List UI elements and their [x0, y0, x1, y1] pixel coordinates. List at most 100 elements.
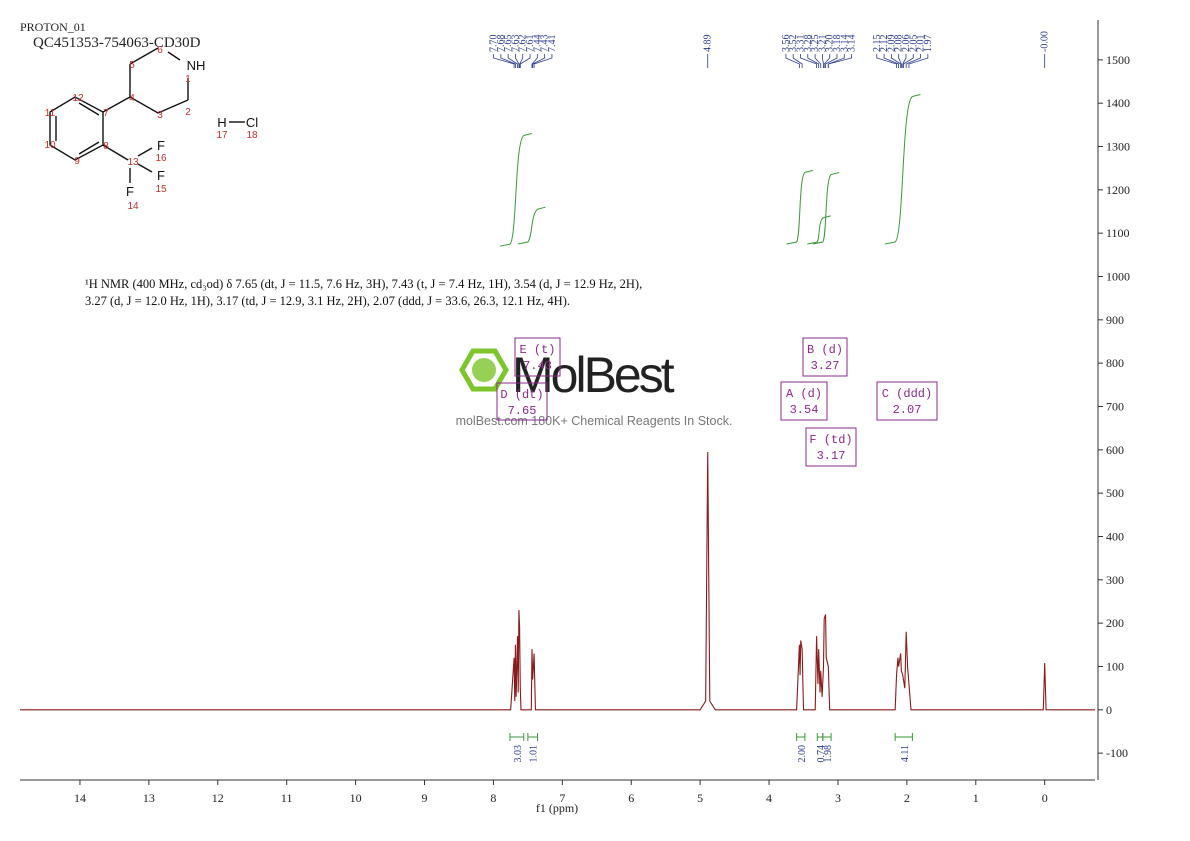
integral-bracket — [527, 733, 539, 741]
integral-curve — [786, 169, 814, 245]
x-tick-label: 3 — [835, 791, 841, 805]
peak-label: 7.68 — [496, 34, 507, 52]
y-tick-label: 200 — [1106, 616, 1124, 630]
atom-label: H — [217, 115, 226, 130]
peak-label: 7.62 — [518, 35, 529, 53]
x-tick-label: 13 — [143, 791, 155, 805]
y-tick-label: 600 — [1106, 443, 1124, 457]
peak-leader — [493, 54, 515, 68]
peak-leader — [519, 54, 531, 68]
multiplet-name: D (dt) — [500, 388, 543, 402]
atom-number: 12 — [72, 93, 84, 104]
structure — [49, 47, 245, 183]
atom-number: 3 — [157, 110, 163, 121]
x-tick-label: 7 — [559, 791, 565, 805]
y-tick-label: 1200 — [1106, 183, 1130, 197]
peak-leader — [500, 54, 516, 68]
watermark-brand: MolBest — [512, 347, 675, 403]
peak-leader — [785, 54, 800, 68]
multiplet-shift: 2.07 — [893, 403, 922, 417]
peak-leader — [823, 54, 831, 68]
peak-label: 3.56 — [781, 35, 792, 53]
peak-label: 7.63 — [510, 35, 521, 53]
x-tick-label: 10 — [350, 791, 362, 805]
atom-number: 1 — [185, 74, 191, 85]
peak-label: 3.25 — [810, 35, 821, 53]
y-tick-label: 0 — [1106, 703, 1112, 717]
x-axis-label: f1 (ppm) — [536, 801, 578, 815]
atom-number: 14 — [127, 201, 139, 212]
y-tick-label: 1300 — [1106, 140, 1130, 154]
atom-number: 10 — [44, 140, 56, 151]
nmr-description: ¹H NMR (400 MHz, cd₃od) δ 7.65 (dt, J = … — [85, 277, 643, 308]
x-tick-label: 0 — [1042, 791, 1048, 805]
peak-leader — [883, 54, 900, 68]
integral-curve — [885, 94, 921, 245]
y-tick-label: 700 — [1106, 399, 1124, 413]
atom-label: F — [157, 168, 165, 183]
integral-label: 1.98 — [823, 745, 834, 763]
peak-label: 3.20 — [825, 35, 836, 53]
atom-label: NH — [187, 58, 206, 73]
peak-leader — [902, 54, 907, 68]
atom-number: 17 — [216, 130, 228, 141]
atom-number: 7 — [103, 108, 109, 119]
peak-label: 3.14 — [847, 35, 858, 53]
x-tick-label: 11 — [281, 791, 293, 805]
atom-label: Cl — [246, 115, 258, 130]
peak-label: 4.89 — [703, 35, 714, 53]
peak-label: 7.61 — [525, 35, 536, 53]
peak-label: 2.09 — [886, 35, 897, 53]
peak-label: 2.06 — [901, 35, 912, 53]
peak-label: -0.00 — [1040, 31, 1051, 52]
watermark-tagline: molBest.com 180K+ Chemical Reagents In S… — [456, 414, 733, 428]
peak-leader — [827, 54, 852, 68]
atom-number: 6 — [157, 45, 163, 56]
multiplet-shift: 3.17 — [817, 449, 846, 463]
multiplet-box — [802, 337, 848, 377]
peak-label: 2.15 — [872, 35, 883, 53]
atom-number: 13 — [127, 157, 139, 168]
peak-leader — [903, 54, 914, 68]
peak-label: 7.44 — [532, 35, 543, 53]
multiplet-name: C (ddd) — [882, 387, 932, 401]
peak-label: 3.52 — [788, 35, 799, 53]
peak-label: 2.01 — [916, 35, 927, 53]
integral-bracket — [894, 733, 913, 741]
integral-label: 0.74 — [816, 745, 827, 763]
peak-label: 2.12 — [879, 35, 890, 53]
peak-label: 2.05 — [908, 35, 919, 53]
integral-label: 4.11 — [900, 745, 911, 762]
atom-label: F — [126, 184, 134, 199]
multiplet-box — [780, 381, 828, 421]
integral-bracket — [509, 733, 525, 741]
x-tick-label: 1 — [973, 791, 979, 805]
peak-leader — [905, 54, 921, 68]
peak-leader — [531, 54, 538, 68]
multiplet-name: F (td) — [809, 433, 852, 447]
atom-number: 5 — [129, 60, 135, 71]
integral-label: 3.03 — [513, 745, 524, 763]
y-tick-label: -100 — [1106, 746, 1128, 760]
peak-label: 3.14 — [839, 35, 850, 53]
multiplet-box — [876, 381, 938, 421]
y-tick-label: 1100 — [1106, 226, 1130, 240]
atom-number: 18 — [246, 130, 258, 141]
peak-label: 3.18 — [832, 35, 843, 53]
x-tick-label: 14 — [74, 791, 86, 805]
peak-label: 1.97 — [923, 35, 934, 53]
header-line: QC451353-754063-CD30D — [33, 35, 201, 51]
peak-leader — [532, 54, 546, 68]
y-tick-label: 400 — [1106, 529, 1124, 543]
peak-leader — [807, 54, 820, 68]
peak-leader — [515, 54, 520, 68]
peak-leader — [825, 54, 838, 68]
peak-leader — [890, 54, 902, 68]
atom-number: 11 — [45, 108, 56, 119]
integral-label: 2.00 — [797, 745, 808, 763]
multiplet-name: B (d) — [807, 343, 843, 357]
integral-bracket — [816, 733, 824, 741]
y-tick-label: 1400 — [1106, 96, 1130, 110]
atom-label: F — [157, 138, 165, 153]
